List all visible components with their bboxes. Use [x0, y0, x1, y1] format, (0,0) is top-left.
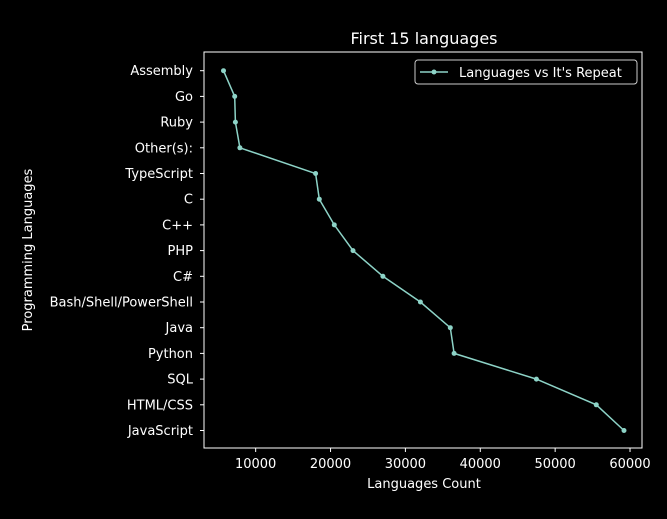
- axis-ticks: JavaScript HTML/CSS SQL Python Java Bash/Shel…: [50, 64, 651, 472]
- data-point: [621, 428, 627, 433]
- data-point: [331, 222, 337, 228]
- data-point: [451, 350, 457, 356]
- y-tick-label: Go: [175, 90, 193, 105]
- y-tick-label: Python: [148, 347, 193, 362]
- y-tick-label: C#: [173, 270, 193, 285]
- y-tick-label: C++: [162, 218, 193, 233]
- data-point: [316, 196, 322, 202]
- y-tick-label: C: [184, 193, 193, 208]
- data-point: [237, 145, 243, 151]
- data-point: [221, 68, 226, 74]
- chart-title: First 15 languages: [350, 29, 497, 48]
- y-tick-label: HTML/CSS: [127, 398, 193, 413]
- data-point: [533, 376, 539, 382]
- x-axis-label: Languages Count: [367, 477, 481, 492]
- data-point: [350, 248, 356, 254]
- series-layer: [221, 68, 627, 433]
- data-point: [593, 402, 599, 408]
- x-tick-label: 60000: [609, 457, 650, 472]
- data-point: [417, 299, 423, 305]
- legend-label: Languages vs It's Repeat: [459, 66, 622, 81]
- y-tick-label: Assembly: [130, 64, 193, 79]
- legend-marker: [431, 69, 437, 75]
- data-point: [380, 273, 386, 279]
- y-tick-label: Ruby: [160, 116, 193, 131]
- y-tick-label: Java: [165, 321, 193, 336]
- y-tick-label: TypeScript: [124, 167, 193, 182]
- x-tick-label: 20000: [310, 457, 351, 472]
- y-tick-label: SQL: [167, 373, 193, 388]
- plot-frame: [203, 51, 643, 449]
- y-tick-label: PHP: [168, 244, 194, 259]
- legend: Languages vs It's Repeat: [414, 59, 638, 85]
- x-tick-label: 40000: [460, 457, 501, 472]
- data-point: [447, 325, 453, 331]
- y-axis-label: Programming Languages: [21, 168, 36, 331]
- y-tick-label: JavaScript: [127, 424, 193, 439]
- data-point: [232, 119, 238, 125]
- x-tick-label: 10000: [235, 457, 276, 472]
- y-tick-label: Bash/Shell/PowerShell: [50, 296, 193, 311]
- legend-box: [414, 59, 638, 85]
- data-point: [313, 171, 319, 176]
- data-point: [232, 93, 238, 99]
- y-tick-label: Other(s):: [135, 141, 193, 156]
- x-tick-label: 30000: [385, 457, 426, 472]
- x-tick-label: 50000: [534, 457, 575, 472]
